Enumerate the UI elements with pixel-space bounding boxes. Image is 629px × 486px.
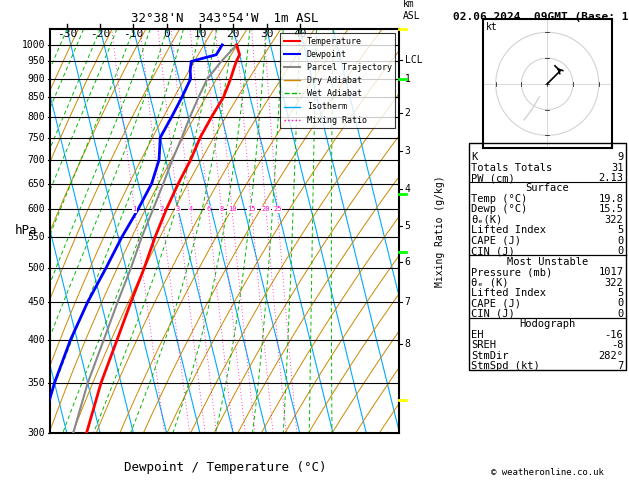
Text: θₑ (K): θₑ (K) [471,278,509,288]
Text: 900: 900 [28,74,45,84]
Text: hPa: hPa [14,225,37,237]
Text: Lifted Index: Lifted Index [471,225,546,235]
Text: 400: 400 [28,335,45,345]
Text: 0: 0 [164,29,170,39]
Text: CAPE (J): CAPE (J) [471,236,521,246]
Text: 3: 3 [404,146,411,156]
Text: 800: 800 [28,112,45,122]
Text: 19.8: 19.8 [598,194,623,204]
Text: 2.13: 2.13 [598,173,623,183]
Text: Temp (°C): Temp (°C) [471,194,527,204]
Text: 15.5: 15.5 [598,204,623,214]
Text: 350: 350 [28,378,45,388]
Text: 5: 5 [617,225,623,235]
Text: © weatheronline.co.uk: © weatheronline.co.uk [491,468,604,477]
Text: 6: 6 [404,257,411,267]
Text: Dewpoint / Temperature (°C): Dewpoint / Temperature (°C) [124,461,326,474]
Text: 1: 1 [404,74,411,84]
Text: 10: 10 [228,207,237,212]
Text: 700: 700 [28,155,45,165]
Text: 500: 500 [28,263,45,273]
Text: CIN (J): CIN (J) [471,246,515,256]
Text: kt: kt [486,22,497,32]
Text: 0: 0 [617,236,623,246]
Text: 15: 15 [247,207,256,212]
Text: StmSpd (kt): StmSpd (kt) [471,361,540,371]
Text: 300: 300 [28,428,45,437]
Text: 20: 20 [262,207,270,212]
Text: -16: -16 [604,330,623,340]
Text: 0: 0 [617,309,623,319]
Text: PW (cm): PW (cm) [471,173,515,183]
Text: Lifted Index: Lifted Index [471,288,546,298]
Text: CIN (J): CIN (J) [471,309,515,319]
Text: 7: 7 [404,297,411,307]
Text: 30: 30 [260,29,274,39]
Text: Pressure (mb): Pressure (mb) [471,267,552,277]
Text: 1000: 1000 [21,40,45,50]
Text: 0: 0 [617,246,623,256]
Text: Dewp (°C): Dewp (°C) [471,204,527,214]
Text: -8: -8 [611,340,623,350]
Text: 322: 322 [604,278,623,288]
Text: 02.06.2024  09GMT (Base: 12): 02.06.2024 09GMT (Base: 12) [453,12,629,22]
Text: Totals Totals: Totals Totals [471,162,552,173]
Text: 5: 5 [404,221,411,231]
Text: 950: 950 [28,56,45,67]
Text: 750: 750 [28,133,45,142]
Text: 40: 40 [293,29,306,39]
Text: 5: 5 [617,288,623,298]
Text: Mixing Ratio (g/kg): Mixing Ratio (g/kg) [435,175,445,287]
Text: km
ASL: km ASL [403,0,421,21]
Text: StmDir: StmDir [471,351,509,361]
Legend: Temperature, Dewpoint, Parcel Trajectory, Dry Adiabat, Wet Adiabat, Isotherm, Mi: Temperature, Dewpoint, Parcel Trajectory… [281,34,395,128]
Text: 6: 6 [206,207,211,212]
Text: 1017: 1017 [598,267,623,277]
Text: 4: 4 [188,207,192,212]
Text: 322: 322 [604,215,623,225]
Text: 850: 850 [28,92,45,102]
Text: 600: 600 [28,204,45,214]
Text: 31: 31 [611,162,623,173]
Text: CAPE (J): CAPE (J) [471,298,521,309]
Text: EH: EH [471,330,484,340]
Text: 3: 3 [176,207,181,212]
Text: -20: -20 [90,29,110,39]
Text: 2: 2 [404,108,411,118]
Text: 7: 7 [617,361,623,371]
Text: 4: 4 [404,184,411,193]
Text: 8: 8 [404,339,411,349]
Text: 25: 25 [273,207,282,212]
Text: 9: 9 [617,152,623,162]
Text: SREH: SREH [471,340,496,350]
Text: Hodograph: Hodograph [519,319,576,330]
Text: LCL: LCL [404,55,422,65]
Text: 8: 8 [220,207,223,212]
Text: -10: -10 [123,29,143,39]
Text: 550: 550 [28,232,45,243]
Text: 282°: 282° [598,351,623,361]
Text: 20: 20 [226,29,240,39]
Text: -30: -30 [57,29,77,39]
Text: Most Unstable: Most Unstable [506,257,588,267]
Text: 10: 10 [193,29,207,39]
Text: 650: 650 [28,178,45,189]
Text: 2: 2 [159,207,164,212]
Text: 1: 1 [133,207,136,212]
Text: θₑ(K): θₑ(K) [471,215,503,225]
Text: 0: 0 [617,298,623,309]
Title: 32°38'N  343°54'W  1m ASL: 32°38'N 343°54'W 1m ASL [131,12,319,25]
Text: K: K [471,152,477,162]
Text: Surface: Surface [525,183,569,193]
Text: 450: 450 [28,297,45,307]
